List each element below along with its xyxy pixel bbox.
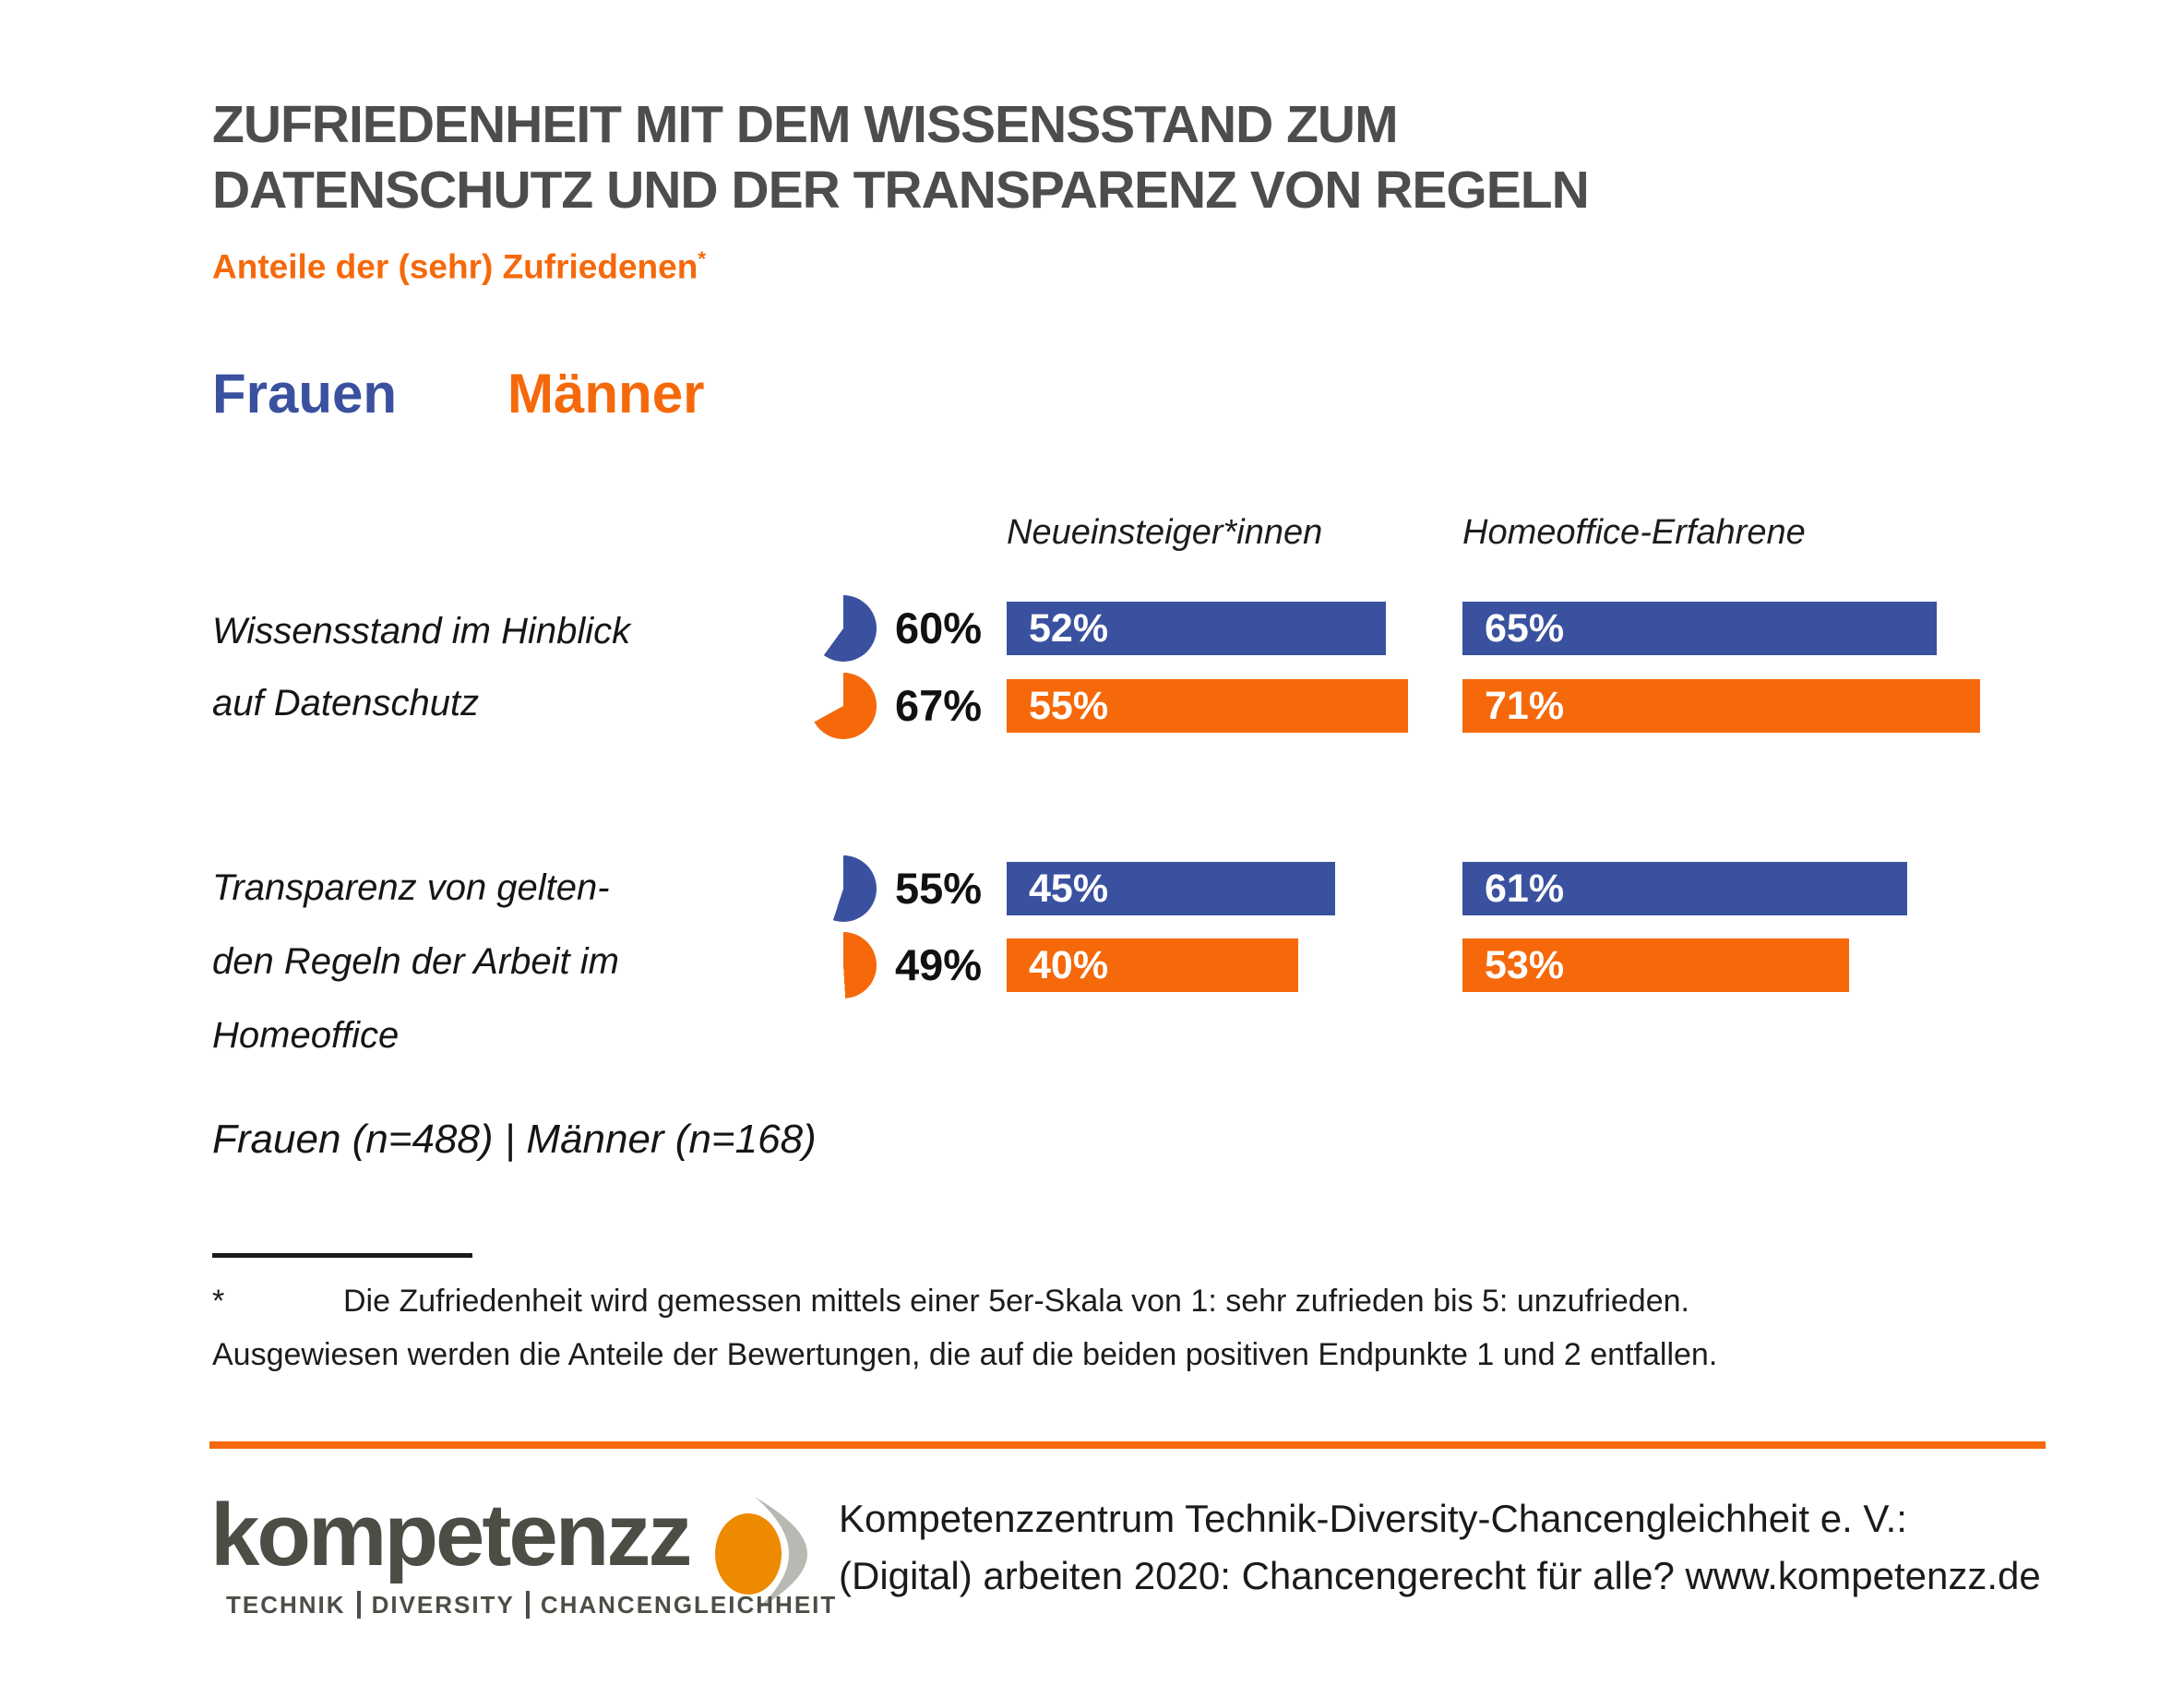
bar-group2-frauen-neueinsteiger: 45% xyxy=(1007,862,1335,915)
bar-value-label: 71% xyxy=(1485,684,1565,728)
group1-label: Wissensstand im Hinblick auf Datenschutz xyxy=(212,595,630,739)
bar-group1-frauen-neueinsteiger: 52% xyxy=(1007,602,1386,655)
bar-group2-maenner-neueinsteiger: 40% xyxy=(1007,938,1298,992)
page-title-line-1: ZUFRIEDENHEIT MIT DEM WISSENSSTAND ZUM xyxy=(212,95,1399,154)
footer-accent-rule xyxy=(209,1441,2046,1449)
pie-chart-icon-group2-maenner xyxy=(810,932,877,998)
row-group1-maenner: 67% 55% 71% xyxy=(810,673,2184,739)
legend-frauen: Frauen xyxy=(212,363,398,424)
row-group2-maenner: 49% 40% 53% xyxy=(810,932,2184,998)
bar-group2-frauen-homeoffice: 61% xyxy=(1462,862,1907,915)
sample-size-note: Frauen (n=488) | Männer (n=168) xyxy=(212,1117,817,1162)
overall-percent-group1-maenner: 67% xyxy=(895,681,983,730)
overall-percent-group1-frauen: 60% xyxy=(895,603,983,652)
logo-tagline-technik: TECHNIK xyxy=(226,1591,346,1619)
row-group1-frauen: 60% 52% 65% xyxy=(810,595,2184,662)
overall-percent-group2-frauen: 55% xyxy=(895,864,983,913)
pie-chart-icon-group1-frauen xyxy=(810,595,877,662)
group1-label-line-2: auf Datenschutz xyxy=(212,683,480,723)
subtitle-footnote-marker: * xyxy=(698,247,706,270)
page-title: ZUFRIEDENHEIT MIT DEM WISSENSSTAND ZUM D… xyxy=(212,92,1590,223)
legend: Frauen Männer xyxy=(212,362,704,425)
footnote-text-1: Die Zufriedenheit wird gemessen mittels … xyxy=(343,1284,1689,1319)
footnote-line-1: * Die Zufriedenheit wird gemessen mittel… xyxy=(212,1281,1689,1321)
kompetenzz-logo: kompetenzz xyxy=(210,1488,815,1613)
bar-value-label: 40% xyxy=(1029,943,1109,987)
bar-value-label: 55% xyxy=(1029,684,1109,728)
group2-label-line-2: den Regeln der Arbeit im xyxy=(212,941,619,982)
row-group2-frauen: 55% 45% 61% xyxy=(810,855,2184,922)
logo-wordmark: kompetenzz xyxy=(210,1486,692,1584)
bar-group1-frauen-homeoffice: 65% xyxy=(1462,602,1937,655)
pie-chart-icon-group2-frauen xyxy=(810,855,877,922)
kompetenzz-arrow-mark-icon xyxy=(715,1497,808,1611)
bar-value-label: 61% xyxy=(1485,866,1565,911)
bar-value-label: 45% xyxy=(1029,866,1109,911)
page-title-line-2: DATENSCHUTZ UND DER TRANSPARENZ VON REGE… xyxy=(212,161,1590,220)
footnote-divider xyxy=(212,1253,472,1258)
group1-label-line-1: Wissensstand im Hinblick xyxy=(212,611,631,651)
footnote-line-2: Ausgewiesen werden die Anteile der Bewer… xyxy=(212,1337,1718,1372)
group2-label-line-3: Homeoffice xyxy=(212,1015,400,1056)
overall-percent-group2-maenner: 49% xyxy=(895,940,983,989)
logo-tagline: TECHNIK DIVERSITY CHANCENGLEICHHEIT xyxy=(226,1591,849,1619)
page-subtitle: Anteile der (sehr) Zufriedenen* xyxy=(212,247,706,286)
bar-value-label: 53% xyxy=(1485,943,1565,987)
footer-source-line-2: (Digital) arbeiten 2020: Chancengerecht … xyxy=(839,1554,2041,1597)
bar-group1-maenner-homeoffice: 71% xyxy=(1462,679,1980,733)
bar-group2-maenner-homeoffice: 53% xyxy=(1462,938,1849,992)
logo-tagline-diversity: DIVERSITY xyxy=(356,1591,526,1619)
group2-label-line-1: Transparenz von gelten- xyxy=(212,867,610,908)
footer-source-line-1: Kompetenzzentrum Technik-Diversity-Chanc… xyxy=(839,1497,1907,1540)
footnote-marker: * xyxy=(212,1284,225,1319)
column-header-homeoffice-erfahrene: Homeoffice-Erfahrene xyxy=(1462,513,1806,552)
logo-tagline-chancengleichheit: CHANCENGLEICHHEIT xyxy=(525,1591,849,1619)
legend-maenner: Männer xyxy=(507,363,705,424)
subtitle-text: Anteile der (sehr) Zufriedenen xyxy=(212,247,698,286)
pie-chart-icon-group1-maenner xyxy=(810,673,877,739)
column-header-neueinsteiger: Neueinsteiger*innen xyxy=(1007,513,1323,552)
bar-value-label: 65% xyxy=(1485,606,1565,651)
bar-group1-maenner-neueinsteiger: 55% xyxy=(1007,679,1408,733)
bar-value-label: 52% xyxy=(1029,606,1109,651)
group2-label: Transparenz von gelten- den Regeln der A… xyxy=(212,851,619,1072)
